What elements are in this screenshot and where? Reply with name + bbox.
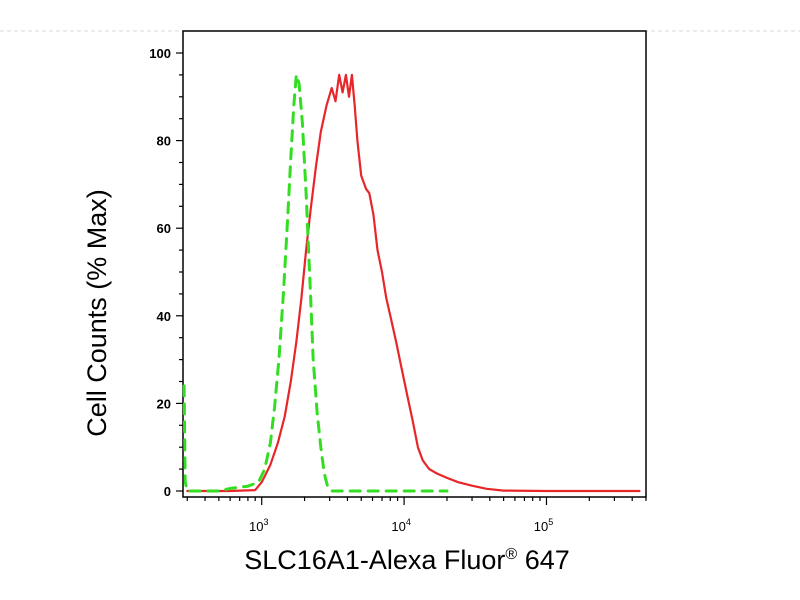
x-axis-label: SLC16A1-Alexa Fluor® 647 — [244, 545, 570, 575]
x-axis-label-main: SLC16A1-Alexa Fluor — [244, 545, 505, 575]
x-tick-label-base: 10 — [391, 519, 405, 534]
x-tick-label-exponent: 5 — [548, 517, 553, 527]
x-tick-label-base: 10 — [534, 519, 548, 534]
x-tick-label: 105 — [534, 517, 553, 534]
x-axis-label-registered-mark: ® — [505, 546, 517, 563]
y-tick-label: 20 — [157, 396, 171, 411]
x-tick-label-exponent: 3 — [263, 517, 268, 527]
y-tick-label: 60 — [157, 221, 171, 236]
y-tick-label: 40 — [157, 309, 171, 324]
sample-series-line — [186, 73, 641, 493]
y-tick-label: 100 — [149, 46, 171, 61]
x-axis-ticks: 103 104 105 — [186, 497, 647, 534]
plot-frame — [182, 30, 647, 498]
y-axis-ticks: 0 20 40 60 80 100 — [149, 46, 183, 499]
x-tick-label: 104 — [391, 517, 410, 534]
y-tick-label: 0 — [164, 484, 171, 499]
x-axis-label-tail: 647 — [517, 545, 570, 575]
y-axis-label: Cell Counts (% Max) — [82, 189, 112, 437]
x-tick-label-exponent: 4 — [406, 517, 411, 527]
y-tick-label: 80 — [157, 134, 171, 149]
control-series-line — [182, 73, 449, 493]
x-tick-label: 103 — [249, 517, 268, 534]
x-tick-label-base: 10 — [249, 519, 263, 534]
histogram-series — [182, 73, 641, 493]
